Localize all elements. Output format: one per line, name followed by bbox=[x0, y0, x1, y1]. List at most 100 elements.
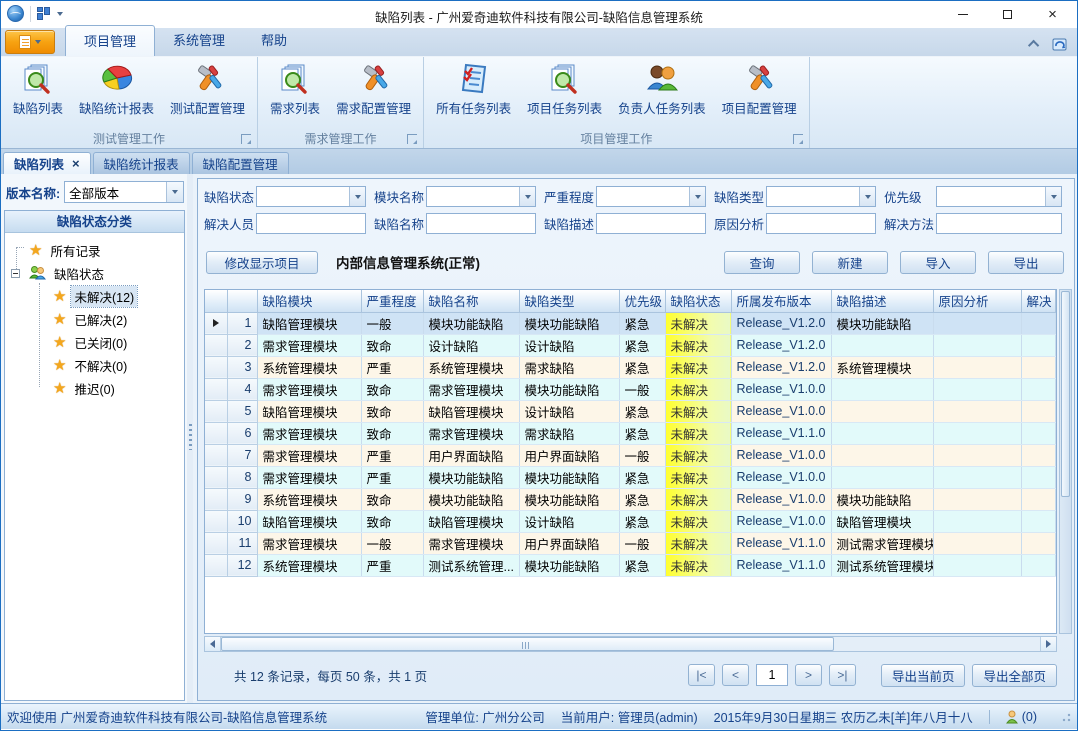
export-all-pages-button[interactable]: 导出全部页 bbox=[972, 663, 1057, 687]
tree-item-4[interactable]: ★ 已解决(2) bbox=[11, 308, 184, 331]
next-page-button[interactable]: > bbox=[794, 664, 822, 686]
cell-release: Release_V1.1.0 bbox=[731, 422, 832, 445]
filter-input[interactable] bbox=[426, 213, 536, 234]
export-current-page-button[interactable]: 导出当前页 bbox=[880, 663, 966, 687]
column-header-release[interactable]: 所属发布版本 bbox=[731, 290, 832, 313]
combo-drop-button[interactable] bbox=[859, 187, 875, 206]
table-row[interactable]: 3 系统管理模块 严重 系统管理模块 需求缺陷 紧急 未解决 Release_V1.2.0 系统… bbox=[205, 356, 1056, 379]
online-users-icon[interactable] bbox=[1005, 710, 1019, 724]
doc-tab-1[interactable]: 缺陷列表 × bbox=[3, 152, 91, 174]
scroll-left-button[interactable] bbox=[205, 637, 221, 651]
resize-grip-icon[interactable] bbox=[1061, 711, 1071, 722]
ribbon-button[interactable]: 负责人任务列表 bbox=[610, 59, 714, 119]
ribbon-button[interactable]: 缺陷列表 bbox=[5, 59, 71, 119]
query-button[interactable]: 查询 bbox=[724, 250, 800, 274]
filter-input[interactable] bbox=[596, 213, 706, 234]
chevron-down-icon[interactable] bbox=[57, 11, 63, 16]
column-header-status[interactable]: 缺陷状态 bbox=[665, 290, 732, 313]
filter-select[interactable] bbox=[766, 186, 876, 207]
table-row[interactable]: 9 系统管理模块 致命 模块功能缺陷 模块功能缺陷 紧急 未解决 Release_V1.0.0… bbox=[205, 488, 1056, 511]
column-header-module[interactable]: 缺陷模块 bbox=[257, 290, 362, 313]
combo-drop-button[interactable] bbox=[1045, 187, 1061, 206]
vertical-scrollbar[interactable] bbox=[1059, 289, 1072, 634]
last-page-button[interactable]: >| bbox=[828, 664, 856, 686]
minimize-button[interactable] bbox=[940, 1, 985, 28]
ribbon-button[interactable]: 缺陷统计报表 bbox=[71, 59, 162, 119]
filter-input[interactable] bbox=[936, 213, 1062, 234]
ribbon-button[interactable]: 所有任务列表 bbox=[428, 59, 519, 119]
table-row[interactable]: 11 需求管理模块 一般 需求管理模块 用户界面缺陷 一般 未解决 Release_V1.1.… bbox=[205, 532, 1056, 555]
close-button[interactable]: × bbox=[1030, 1, 1075, 28]
ribbon-tab-1[interactable]: 项目管理 bbox=[65, 25, 156, 56]
column-header-num[interactable] bbox=[227, 290, 258, 313]
import-button[interactable]: 导入 bbox=[900, 250, 976, 274]
tree-item-6[interactable]: ★ 不解决(0) bbox=[11, 354, 184, 377]
filter-select[interactable] bbox=[426, 186, 536, 207]
collapse-ribbon-icon[interactable] bbox=[1027, 39, 1040, 52]
table-row[interactable]: 4 需求管理模块 致命 需求管理模块 模块功能缺陷 一般 未解决 Release_V1.0.0 bbox=[205, 378, 1056, 401]
tree-item-5[interactable]: ★ 已关闭(0) bbox=[11, 331, 184, 354]
sidebar-splitter[interactable] bbox=[186, 174, 193, 703]
column-header-desc[interactable]: 缺陷描述 bbox=[831, 290, 934, 313]
dialog-launcher-icon[interactable] bbox=[241, 134, 252, 144]
combo-drop-button[interactable] bbox=[349, 187, 365, 206]
version-select[interactable]: 全部版本 bbox=[64, 181, 184, 203]
column-header-priority[interactable]: 优先级 bbox=[619, 290, 666, 313]
filter-select[interactable] bbox=[936, 186, 1062, 207]
close-tab-icon[interactable]: × bbox=[72, 156, 80, 171]
skin-style-icon[interactable] bbox=[1051, 36, 1069, 52]
column-header-type[interactable]: 缺陷类型 bbox=[519, 290, 620, 313]
column-header-analysis[interactable]: 原因分析 bbox=[933, 290, 1022, 313]
dialog-launcher-icon[interactable] bbox=[407, 134, 418, 144]
scrollbar-thumb[interactable] bbox=[221, 637, 834, 651]
customize-toolbar-icon[interactable] bbox=[37, 7, 51, 20]
table-row[interactable]: 1 缺陷管理模块 一般 模块功能缺陷 模块功能缺陷 紧急 未解决 Release_V1.2.0… bbox=[205, 312, 1056, 335]
combo-drop-button[interactable] bbox=[689, 187, 705, 206]
horizontal-scrollbar[interactable] bbox=[204, 636, 1057, 652]
scrollbar-thumb[interactable] bbox=[1061, 291, 1070, 497]
filter-input[interactable] bbox=[256, 213, 366, 234]
table-row[interactable]: 5 缺陷管理模块 致命 缺陷管理模块 设计缺陷 紧急 未解决 Release_V1.0.0 bbox=[205, 400, 1056, 423]
filter-input[interactable] bbox=[766, 213, 876, 234]
filter-select[interactable] bbox=[256, 186, 366, 207]
table-row[interactable]: 7 需求管理模块 严重 用户界面缺陷 用户界面缺陷 一般 未解决 Release_V1.0.0 bbox=[205, 444, 1056, 467]
dialog-launcher-icon[interactable] bbox=[792, 134, 803, 144]
column-header-sel[interactable] bbox=[205, 290, 228, 313]
table-row[interactable]: 8 需求管理模块 严重 模块功能缺陷 模块功能缺陷 紧急 未解决 Release_V1.0.0 bbox=[205, 466, 1056, 489]
modify-columns-button[interactable]: 修改显示项目 bbox=[206, 250, 318, 274]
ribbon-button[interactable]: 需求列表 bbox=[262, 59, 328, 119]
ribbon-button[interactable]: 项目配置管理 bbox=[714, 59, 805, 119]
table-row[interactable]: 12 系统管理模块 严重 测试系统管理... 模块功能缺陷 紧急 未解决 Release_V1… bbox=[205, 554, 1056, 577]
ribbon-button[interactable]: 项目任务列表 bbox=[519, 59, 610, 119]
app-logo-icon[interactable] bbox=[7, 5, 24, 22]
ribbon-button[interactable]: 测试配置管理 bbox=[162, 59, 253, 119]
column-header-name[interactable]: 缺陷名称 bbox=[423, 290, 520, 313]
page-number-input[interactable]: 1 bbox=[755, 664, 788, 686]
maximize-button[interactable] bbox=[985, 1, 1030, 28]
combo-drop-button[interactable] bbox=[165, 182, 183, 202]
prev-page-button[interactable]: < bbox=[721, 664, 749, 686]
table-row[interactable]: 6 需求管理模块 致命 需求管理模块 需求缺陷 紧急 未解决 Release_V1.1.0 bbox=[205, 422, 1056, 445]
table-row[interactable]: 10 缺陷管理模块 致命 缺陷管理模块 设计缺陷 紧急 未解决 Release_V1.0.0 缺… bbox=[205, 510, 1056, 533]
filter-select[interactable] bbox=[596, 186, 706, 207]
scroll-right-button[interactable] bbox=[1040, 637, 1056, 651]
doc-tab-2[interactable]: 缺陷统计报表 bbox=[92, 152, 190, 174]
table-row[interactable]: 2 需求管理模块 致命 设计缺陷 设计缺陷 紧急 未解决 Release_V1.2.0 bbox=[205, 334, 1056, 357]
ribbon-tab-2[interactable]: 系统管理 bbox=[173, 33, 226, 48]
tree-item-2[interactable]: 缺陷状态 bbox=[11, 262, 184, 285]
new-button[interactable]: 新建 bbox=[812, 250, 888, 274]
ribbon-tab-3[interactable]: 帮助 bbox=[261, 33, 288, 48]
tree-item-3[interactable]: ★ 未解决(12) bbox=[11, 285, 184, 308]
expand-collapse-icon[interactable] bbox=[11, 269, 20, 278]
first-page-button[interactable]: |< bbox=[687, 664, 715, 686]
application-menu-button[interactable] bbox=[5, 30, 55, 54]
combo-drop-button[interactable] bbox=[519, 187, 535, 206]
column-header-solution[interactable]: 解决 bbox=[1021, 290, 1056, 313]
doc-tab-3[interactable]: 缺陷配置管理 bbox=[191, 152, 289, 174]
ribbon-button[interactable]: 需求配置管理 bbox=[328, 59, 419, 119]
tree-item-1[interactable]: ★ 所有记录 bbox=[11, 239, 184, 262]
column-header-severity[interactable]: 严重程度 bbox=[361, 290, 424, 313]
export-button[interactable]: 导出 bbox=[988, 250, 1064, 274]
tree-item-7[interactable]: ★ 推迟(0) bbox=[11, 377, 184, 400]
cell-type: 需求缺陷 bbox=[519, 422, 620, 445]
